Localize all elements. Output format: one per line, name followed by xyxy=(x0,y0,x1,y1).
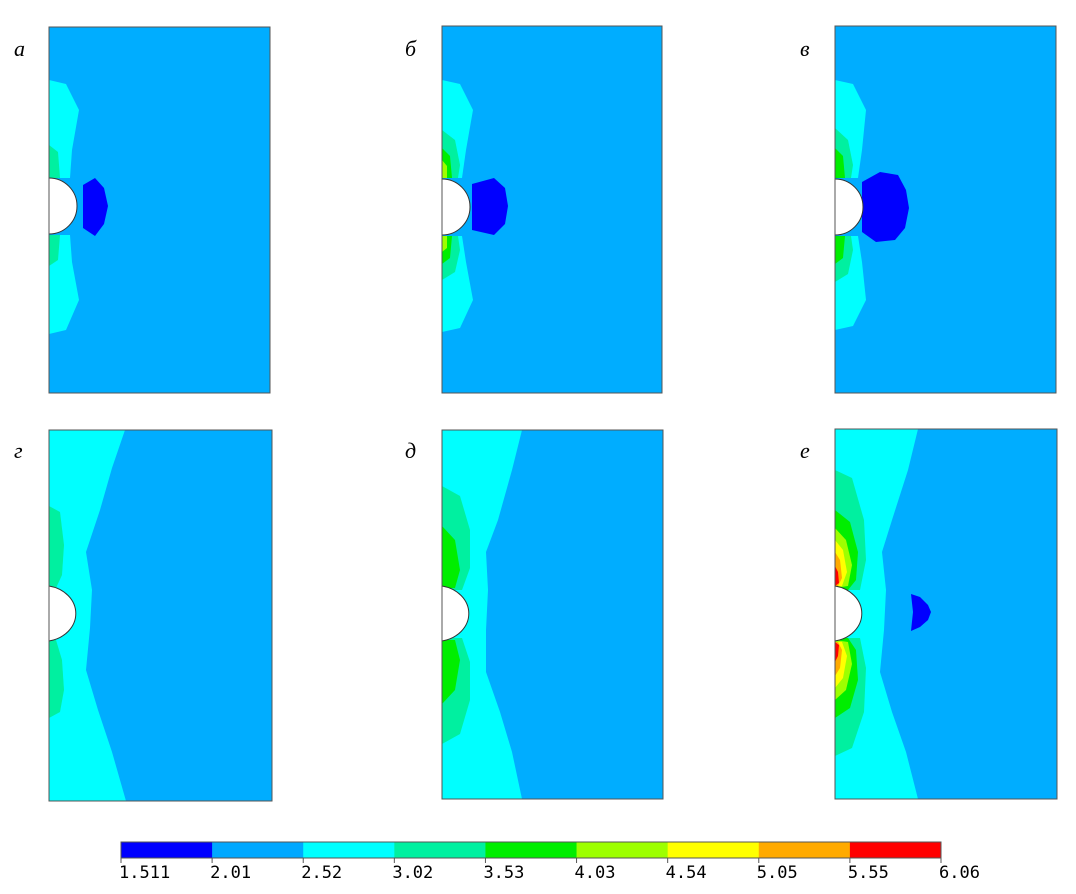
panel-c: в xyxy=(800,25,1057,394)
colorbar-tick-label: 6.06 xyxy=(939,863,980,883)
panel-c-hole xyxy=(835,179,863,235)
panel-f: е xyxy=(800,428,1058,800)
colorbar-tick-label: 2.52 xyxy=(301,863,342,883)
panel-f-red-zone xyxy=(835,566,839,586)
colorbar-tick-label: 5.05 xyxy=(757,863,798,883)
colorbar-swatch xyxy=(394,842,486,858)
panel-c-label: в xyxy=(800,36,810,61)
panel-e: д xyxy=(405,429,664,800)
panel-a-field xyxy=(49,27,270,393)
panel-d: г xyxy=(14,429,273,802)
colorbar-swatch xyxy=(485,842,578,858)
panel-a-mint-zone xyxy=(49,145,60,178)
colorbar-swatch xyxy=(849,842,942,858)
panel-d-mint-zone-lower xyxy=(49,640,64,718)
colorbar-swatch xyxy=(212,842,304,858)
colorbar-tick-label: 1.511 xyxy=(119,863,170,883)
panel-c-green-zone xyxy=(835,148,845,178)
panel-a-low-zone xyxy=(83,178,108,236)
colorbar-swatch xyxy=(303,842,395,858)
colorbar-tick-label: 4.54 xyxy=(666,863,707,883)
colorbar-frame xyxy=(120,841,942,859)
colorbar-tick-label: 2.01 xyxy=(210,863,251,883)
panel-a-hole xyxy=(49,178,77,234)
panel-f-low-zone xyxy=(911,594,931,631)
panel-f-hole xyxy=(835,586,862,641)
panel-b-lime-zone xyxy=(442,160,447,178)
panel-b-low-zone xyxy=(472,178,508,235)
panel-d-label: г xyxy=(14,438,23,463)
panel-f-red-zone-lower xyxy=(835,642,839,662)
colorbar-tick-label: 5.55 xyxy=(848,863,889,883)
panel-a: а xyxy=(14,26,271,394)
panel-b: б xyxy=(405,25,663,394)
colorbar-tick-label: 3.02 xyxy=(392,863,433,883)
panel-f-label: е xyxy=(800,438,810,463)
panel-d-hole xyxy=(49,586,76,641)
panel-c-low-zone xyxy=(862,172,909,242)
panel-b-hole xyxy=(442,179,470,235)
colorbar-swatch xyxy=(121,842,213,858)
panel-b-label: б xyxy=(405,36,417,61)
colorbar-swatch xyxy=(576,842,669,858)
panel-d-mint-zone xyxy=(49,506,64,588)
colorbar-swatch xyxy=(667,842,760,858)
colorbar-tick-label: 3.53 xyxy=(483,863,524,883)
panel-c-green-zone-lower xyxy=(835,236,845,264)
panel-a-label: а xyxy=(14,36,25,61)
panel-e-label: д xyxy=(405,438,416,463)
panel-e-green-zone-lower xyxy=(442,640,460,704)
panel-e-hole xyxy=(442,586,469,641)
colorbar-tick-label: 4.03 xyxy=(575,863,616,883)
colorbar-swatch xyxy=(758,842,851,858)
panel-a-mint-zone-lower xyxy=(49,235,60,266)
colorbar: 1.511 2.01 2.52 3.02 3.53 4.03 4.54 5.05 5.55 6.0… xyxy=(119,841,980,883)
panel-e-green-zone xyxy=(442,526,460,588)
panel-b-lime-zone-lower xyxy=(442,236,447,252)
panel-d-cyan-zone xyxy=(49,430,126,801)
